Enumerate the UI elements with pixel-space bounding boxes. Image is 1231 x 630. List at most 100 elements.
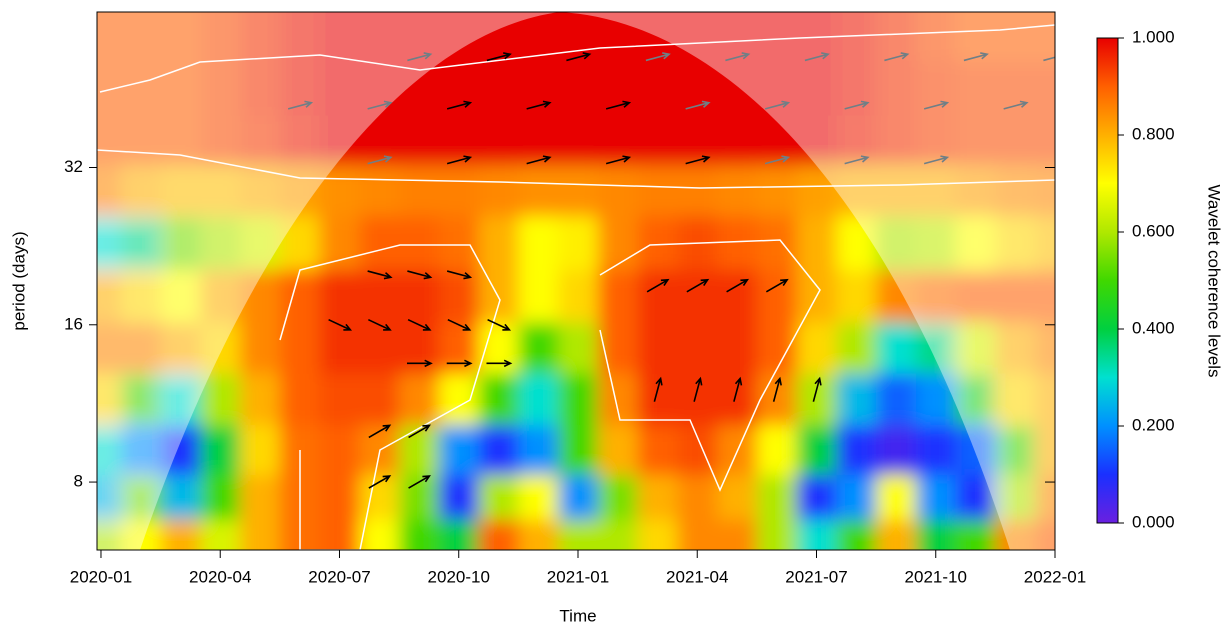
heat-cell	[120, 165, 162, 217]
heat-cell	[796, 519, 837, 550]
heat-cell	[240, 61, 281, 116]
heat-cell	[796, 165, 837, 217]
heat-cell	[1035, 519, 1055, 550]
heat-cell	[319, 322, 360, 374]
y-tick-label: 32	[64, 157, 83, 176]
heat-cell	[796, 216, 837, 271]
phase-arrow	[367, 155, 393, 165]
heat-cell	[399, 270, 440, 324]
heat-cell	[359, 322, 400, 374]
phase-arrow	[287, 100, 314, 110]
heat-cell	[717, 322, 758, 374]
heat-cell	[637, 115, 678, 166]
heat-cell	[160, 322, 201, 374]
x-tick-label: 2020-01	[70, 567, 132, 586]
heat-cell	[1035, 425, 1055, 476]
cone-of-influence	[97, 12, 1055, 550]
heat-cell	[279, 270, 321, 324]
phase-arrow	[685, 100, 711, 110]
heat-cell	[200, 373, 241, 426]
heat-cell	[359, 61, 400, 116]
heat-cell	[200, 115, 241, 166]
heat-cell	[120, 61, 162, 116]
heat-cell	[279, 115, 321, 166]
heat-cell	[955, 425, 996, 476]
heat-cell	[876, 519, 917, 550]
heat-cell	[160, 12, 201, 62]
heat-cell	[876, 61, 917, 116]
heat-cell	[995, 519, 1036, 550]
colorbar	[1096, 37, 1119, 524]
heat-cell	[240, 519, 281, 550]
heat-cell	[200, 519, 241, 550]
phase-arrow	[764, 100, 791, 110]
heat-cell	[438, 373, 480, 426]
heat-cell	[558, 216, 599, 271]
heat-cell	[915, 165, 957, 217]
phase-arrow	[407, 270, 433, 280]
heat-cell	[319, 216, 360, 271]
phase-arrow	[1003, 100, 1029, 110]
heat-cell	[955, 373, 996, 426]
phase-arrow	[923, 100, 950, 110]
phase-arrows	[287, 52, 1055, 489]
phase-arrow	[368, 318, 392, 331]
heat-cell	[756, 425, 798, 476]
heat-cell	[518, 115, 559, 166]
heat-cell	[876, 216, 917, 271]
phase-arrow	[368, 475, 392, 489]
heat-cell	[836, 165, 877, 217]
phase-arrow	[486, 52, 512, 62]
heat-cell	[915, 216, 957, 271]
heat-cell	[836, 519, 877, 550]
heat-cell	[796, 475, 837, 521]
heat-cell	[240, 373, 281, 426]
phase-arrow	[446, 100, 473, 110]
heat-cell	[478, 165, 519, 217]
heat-cell	[756, 165, 798, 217]
heat-cell	[637, 475, 678, 521]
heat-cell	[319, 373, 360, 426]
heat-cell	[597, 270, 639, 324]
heat-cell	[97, 165, 122, 217]
heat-cell	[518, 425, 559, 476]
heat-cell	[120, 216, 162, 271]
heat-cell	[796, 115, 837, 166]
x-tick-label: 2022-01	[1024, 567, 1086, 586]
heat-cell	[97, 519, 122, 550]
heat-cell	[518, 165, 559, 217]
heat-cell	[279, 216, 321, 271]
heat-cell	[637, 519, 678, 550]
heat-cell	[200, 61, 241, 116]
heat-cell	[359, 165, 400, 217]
heat-cell	[558, 475, 599, 521]
heat-cell	[518, 519, 559, 550]
heatmap-cells	[97, 12, 1055, 550]
phase-arrow	[407, 52, 433, 62]
heat-cell	[200, 322, 241, 374]
heat-cell	[240, 216, 281, 271]
phase-arrow	[367, 270, 393, 280]
phase-arrow	[764, 155, 791, 165]
heat-cell	[717, 61, 758, 116]
heat-cell	[995, 12, 1036, 62]
heat-cell	[200, 165, 241, 217]
heat-cell	[200, 12, 241, 62]
phase-arrow	[605, 155, 632, 165]
heat-cell	[876, 322, 917, 374]
heat-cell	[558, 270, 599, 324]
heat-cell	[836, 216, 877, 271]
heat-cell	[478, 115, 519, 166]
phase-arrow	[645, 52, 671, 62]
phase-arrow	[446, 270, 473, 280]
heat-cell	[97, 12, 122, 62]
heat-cell	[399, 165, 440, 217]
heat-cell	[915, 61, 957, 116]
heat-cell	[915, 270, 957, 324]
heat-cell	[518, 475, 559, 521]
heat-cell	[995, 475, 1036, 521]
heat-cell	[438, 165, 480, 217]
colorbar-tick-label: 0.000	[1132, 512, 1175, 531]
heat-cell	[836, 115, 877, 166]
heat-cell	[1035, 373, 1055, 426]
